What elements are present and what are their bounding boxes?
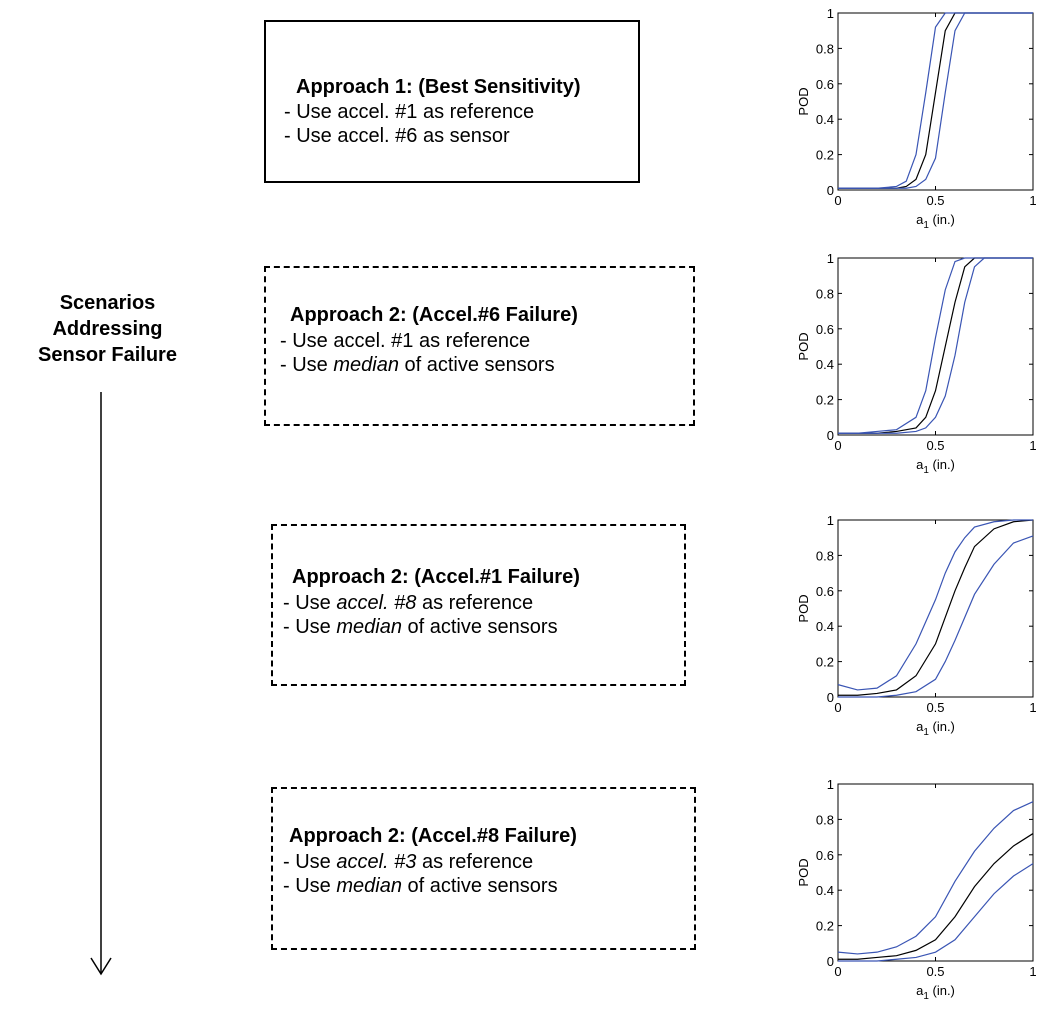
y-axis-label: POD [796, 87, 811, 115]
y-tick-label: 0.8 [816, 812, 834, 827]
y-tick-label: 0 [827, 690, 834, 705]
y-tick-label: 1 [827, 251, 834, 266]
y-tick-label: 0.8 [816, 286, 834, 301]
series-lower-line [838, 257, 1033, 434]
series-upper-line [837, 801, 1034, 955]
series-mean-line [838, 257, 1033, 434]
x-tick-label: 1 [1029, 438, 1036, 453]
approach-box: Approach 2: (Accel.#1 Failure) - Use acc… [271, 524, 686, 686]
y-axis-label: POD [796, 332, 811, 360]
x-tick-label: 0 [834, 964, 841, 979]
series-mean-line [838, 519, 1034, 696]
x-axis-label: a1 (in.) [916, 719, 955, 738]
y-tick-label: 1 [827, 513, 834, 528]
approach-line: - Use accel. #3 as reference [283, 851, 534, 873]
x-axis-label: a1 (in.) [916, 983, 955, 1002]
y-tick-label: 0.6 [816, 848, 834, 863]
approach-line: - Use median of active sensors [283, 616, 558, 638]
approach-title: Approach 1: (Best Sensitivity) [296, 76, 581, 98]
scenarios-label-line: Scenarios [59, 292, 156, 314]
y-tick-label: 0.2 [816, 148, 834, 163]
y-tick-label: 0.6 [816, 322, 834, 337]
x-tick-label: 0.5 [926, 700, 944, 715]
y-tick-label: 0.8 [816, 41, 834, 56]
approach-title: Approach 2: (Accel.#8 Failure) [289, 825, 577, 847]
y-tick-label: 0 [827, 428, 834, 443]
x-tick-label: 0.5 [926, 438, 944, 453]
y-tick-label: 0.4 [816, 112, 834, 127]
approach-box: Approach 2: (Accel.#8 Failure) - Use acc… [271, 787, 696, 950]
y-tick-label: 0 [827, 954, 834, 969]
x-tick-label: 0 [834, 438, 841, 453]
plot-frame [837, 12, 1034, 191]
y-tick-label: 0.4 [816, 357, 834, 372]
series-lower-line [838, 535, 1034, 698]
approach-title: Approach 2: (Accel.#1 Failure) [292, 566, 580, 588]
x-tick-label: 0 [834, 700, 841, 715]
series-mean-line [838, 12, 1033, 189]
y-tick-label: 1 [827, 777, 834, 792]
approach-title: Approach 2: (Accel.#6 Failure) [290, 304, 578, 326]
y-tick-label: 0.2 [816, 655, 834, 670]
pod-chart: 0 0.2 0.4 0.6 0.8 1 0 0.5 1 POD a1 (in.) [796, 777, 1037, 1002]
series-upper-line [838, 257, 1033, 434]
y-tick-label: 0.8 [816, 548, 834, 563]
approach-box: Approach 2: (Accel.#6 Failure) - Use acc… [264, 266, 695, 426]
y-tick-label: 0.6 [816, 77, 834, 92]
x-tick-label: 0 [834, 193, 841, 208]
pod-chart: 0 0.2 0.4 0.6 0.8 1 0 0.5 1 POD a1 (in.) [796, 251, 1037, 476]
series-upper-line [837, 519, 1033, 691]
approach-line: - Use accel. #1 as reference [284, 101, 535, 123]
approach-line: - Use accel. #8 as reference [283, 592, 534, 614]
pod-chart: 0 0.2 0.4 0.6 0.8 1 0 0.5 1 POD a1 (in.) [796, 6, 1037, 231]
y-tick-label: 0.2 [816, 919, 834, 934]
plot-frame [837, 257, 1034, 436]
approach-line: - Use median of active sensors [280, 354, 555, 376]
approach-line: - Use median of active sensors [283, 875, 558, 897]
x-tick-label: 1 [1029, 700, 1036, 715]
y-axis-label: POD [796, 858, 811, 886]
plot-frame [837, 519, 1034, 698]
y-tick-label: 1 [827, 6, 834, 21]
x-axis-label: a1 (in.) [916, 457, 955, 476]
approach-line: - Use accel. #6 as sensor [284, 125, 510, 147]
x-tick-label: 1 [1029, 193, 1036, 208]
y-axis-label: POD [796, 594, 811, 622]
pod-chart: 0 0.2 0.4 0.6 0.8 1 0 0.5 1 POD a1 (in.) [796, 513, 1037, 738]
y-tick-label: 0 [827, 183, 834, 198]
scenarios-label-line: Sensor Failure [38, 344, 177, 366]
y-tick-label: 0.6 [816, 584, 834, 599]
series-mean-line [838, 833, 1034, 960]
plot-frame [837, 783, 1034, 962]
approach-line: - Use accel. #1 as reference [280, 330, 531, 352]
scenarios-label-line: Addressing [52, 318, 163, 340]
y-tick-label: 0.4 [816, 883, 834, 898]
x-tick-label: 0.5 [926, 193, 944, 208]
x-tick-label: 0.5 [926, 964, 944, 979]
y-tick-label: 0.4 [816, 619, 834, 634]
scenarios-label: Scenarios Addressing Sensor Failure [0, 290, 215, 368]
series-lower-line [838, 12, 1033, 189]
x-axis-label: a1 (in.) [916, 212, 955, 231]
y-tick-label: 0.2 [816, 393, 834, 408]
series-lower-line [838, 863, 1034, 962]
approach-box: Approach 1: (Best Sensitivity) - Use acc… [264, 20, 640, 183]
x-tick-label: 1 [1029, 964, 1036, 979]
series-upper-line [838, 12, 1033, 189]
